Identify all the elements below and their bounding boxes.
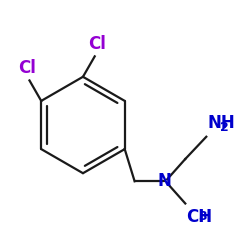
Text: Cl: Cl: [88, 35, 106, 53]
Text: Cl: Cl: [18, 59, 36, 77]
Text: 2: 2: [220, 121, 229, 134]
Text: CH: CH: [186, 208, 213, 226]
Text: N: N: [157, 172, 171, 190]
Text: NH: NH: [208, 114, 235, 132]
Text: 3: 3: [198, 210, 207, 223]
